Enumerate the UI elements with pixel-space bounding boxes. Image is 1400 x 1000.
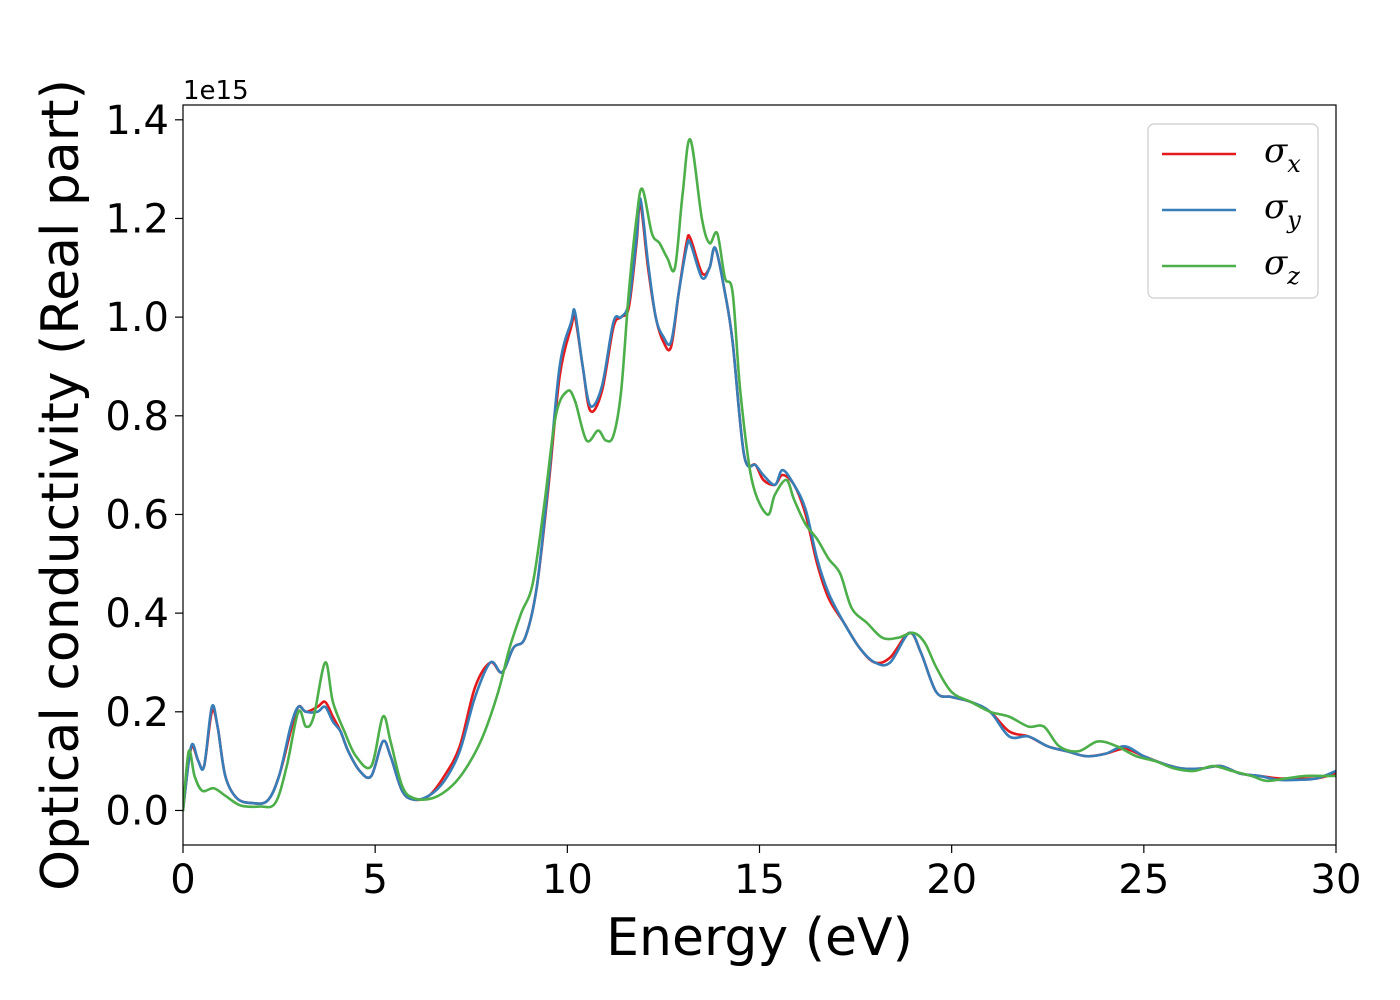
- y-tick-label: 0.6: [105, 492, 169, 538]
- y-offset-label: 1e15: [183, 76, 249, 106]
- y-axis-title: Optical conductivity (Real part): [31, 79, 91, 891]
- y-tick-label: 0.8: [105, 394, 169, 440]
- x-tick-label: 20: [926, 857, 977, 903]
- y-tick-label: 0.2: [105, 690, 169, 736]
- x-tick-label: 15: [734, 857, 785, 903]
- x-axis: 0 5 10 15 20 25 30: [170, 845, 1361, 903]
- x-axis-title: Energy (eV): [606, 908, 913, 968]
- x-tick-label: 5: [362, 857, 387, 903]
- y-tick-label: 1.0: [105, 295, 169, 341]
- y-tick-label: 0.0: [105, 788, 169, 834]
- y-axis: 0.0 0.2 0.4 0.6 0.8 1.0 1.2 1.4: [105, 98, 183, 834]
- series-line-y: [183, 197, 1336, 812]
- series-layer: [183, 138, 1336, 812]
- y-tick-label: 1.2: [105, 196, 169, 242]
- legend-symbol: σ: [1264, 187, 1288, 227]
- x-tick-label: 25: [1118, 857, 1169, 903]
- legend-symbol: σ: [1264, 243, 1288, 283]
- legend-symbol: σ: [1264, 131, 1288, 171]
- legend-label-z: σz: [1264, 243, 1300, 290]
- x-tick-label: 0: [170, 857, 195, 903]
- y-tick-label: 0.4: [105, 591, 169, 637]
- y-tick-label: 1.4: [105, 98, 169, 144]
- plot-area: [182, 104, 1337, 846]
- legend-label-x: σx: [1264, 131, 1301, 178]
- legend-subscript: z: [1286, 262, 1300, 290]
- legend-label-y: σy: [1264, 187, 1301, 234]
- legend-subscript: x: [1287, 150, 1301, 178]
- legend-subscript: y: [1286, 206, 1301, 234]
- series-line-z: [183, 138, 1336, 812]
- x-tick-label: 30: [1311, 857, 1362, 903]
- x-tick-label: 10: [542, 857, 593, 903]
